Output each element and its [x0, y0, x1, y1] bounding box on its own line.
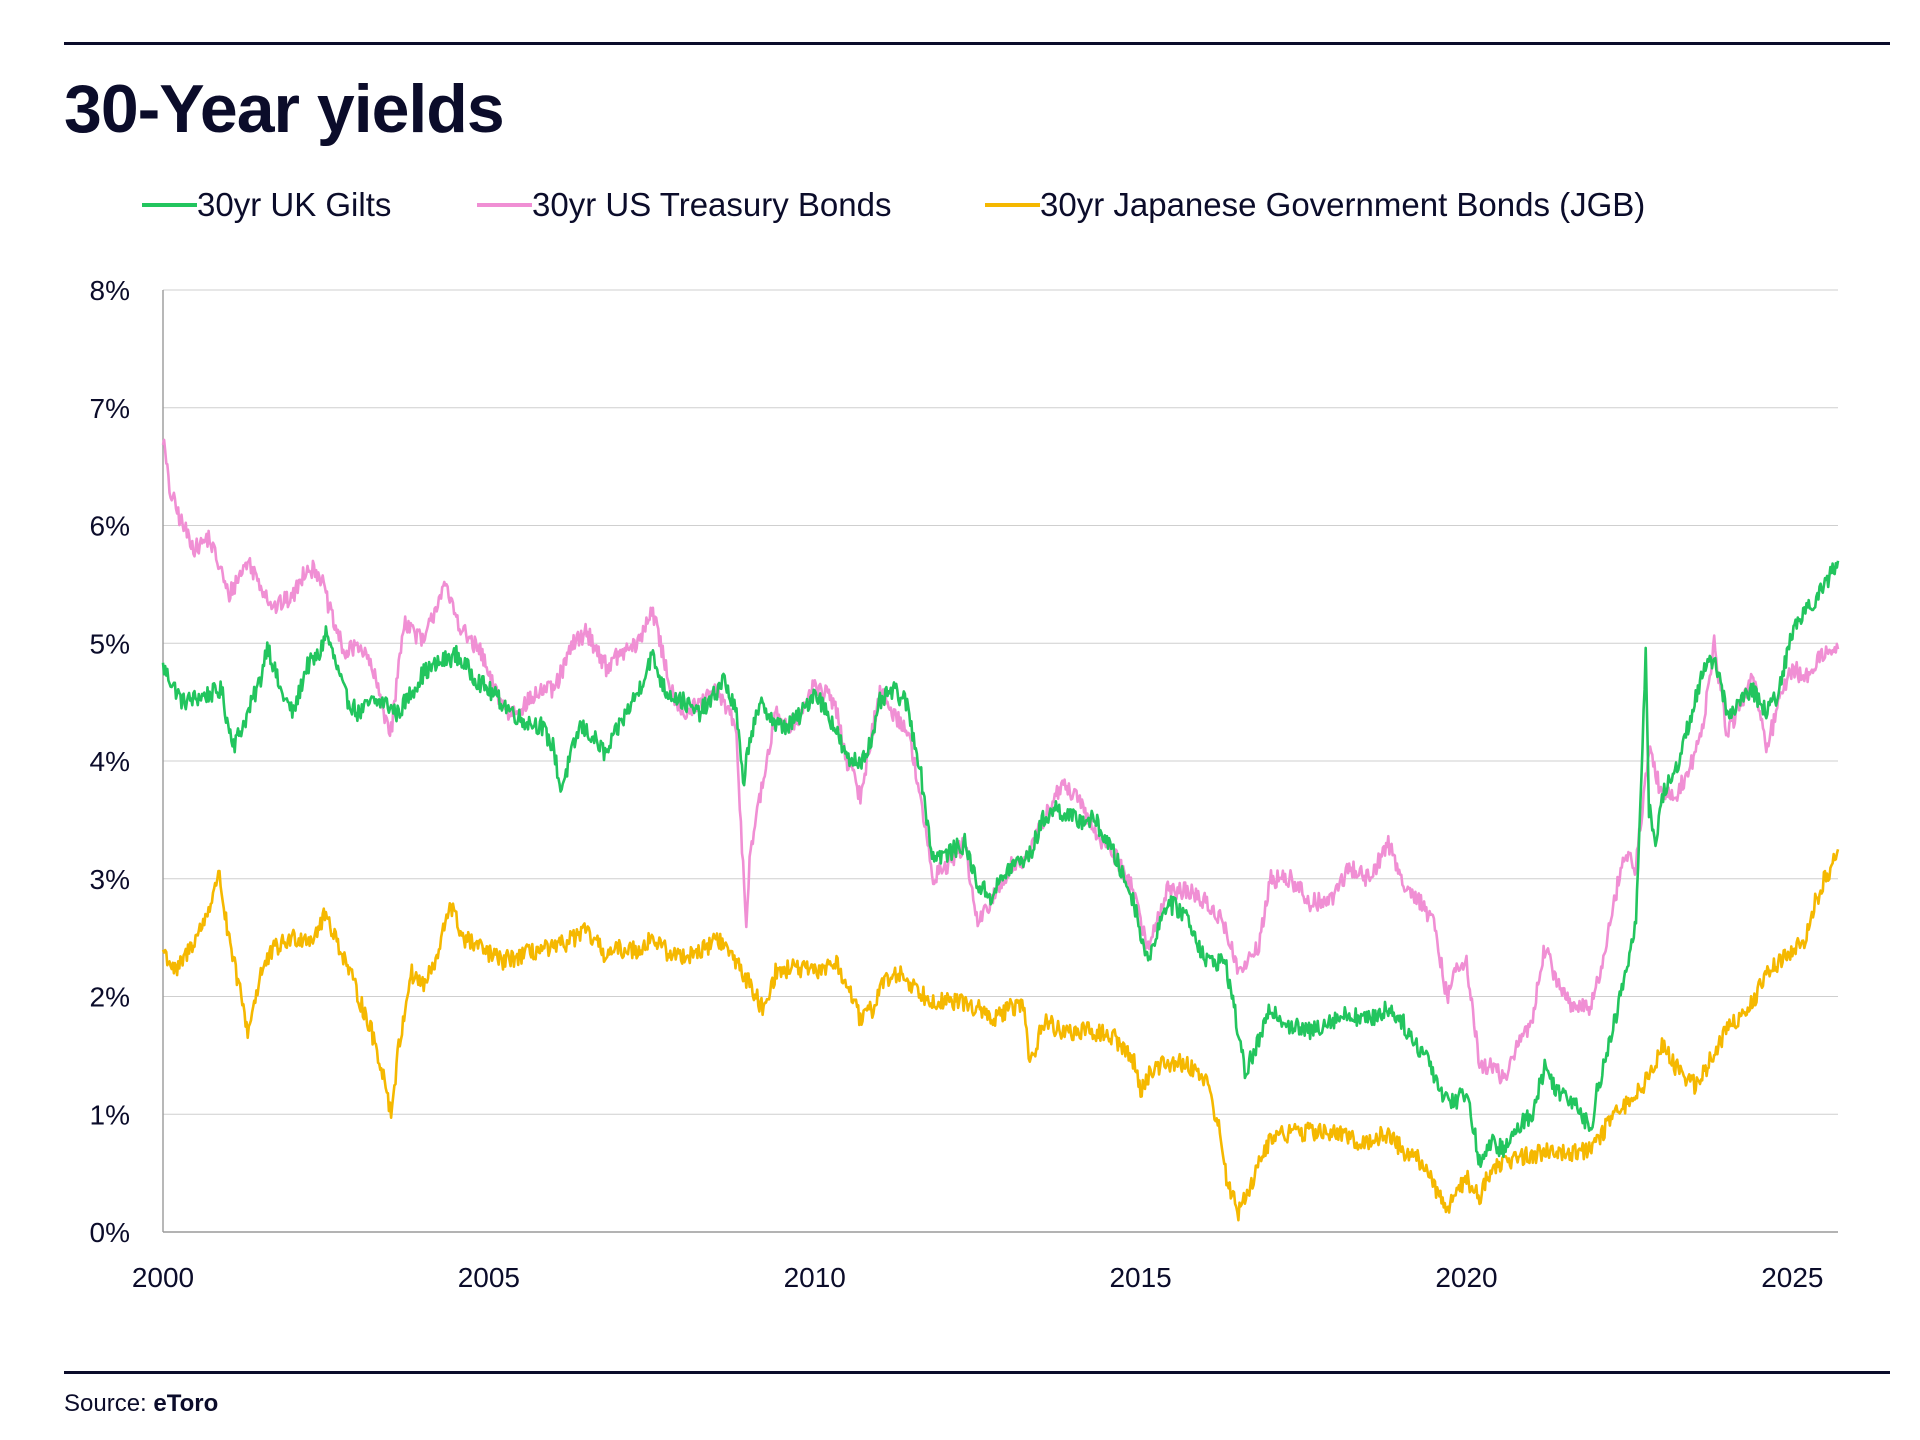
x-tick-label: 2010 [784, 1262, 846, 1293]
line-chart: 0%1%2%3%4%5%6%7%8% 2000 2005 2010 2015 2020 2… [90, 275, 1840, 1293]
x-tick-label: 2000 [132, 1262, 194, 1293]
source-name: eToro [153, 1390, 219, 1417]
y-tick-label: 0% [90, 1217, 130, 1248]
legend-swatch-uk-gilts [142, 203, 197, 207]
bottom-rule [64, 1371, 1890, 1374]
legend-label-us-treasury: 30yr US Treasury Bonds [532, 186, 892, 223]
chart-legend: 30yr UK Gilts 30yr US Treasury Bonds 30y… [0, 180, 1920, 230]
legend-item-us-treasury: 30yr US Treasury Bonds [477, 180, 892, 230]
x-tick-label: 2005 [458, 1262, 520, 1293]
chart-series-lines [161, 438, 1840, 1222]
y-tick-label: 1% [90, 1099, 130, 1130]
top-rule [64, 42, 1890, 45]
y-tick-label: 4% [90, 746, 130, 777]
legend-swatch-jgb [985, 203, 1040, 207]
y-axis-labels: 0% 1% 2% 3% 4% 5% 6% 7% 8% [90, 275, 130, 1248]
x-tick-label: 2015 [1109, 1262, 1171, 1293]
x-tick-label: 2020 [1435, 1262, 1497, 1293]
legend-swatch-us-treasury [477, 203, 532, 207]
x-tick-label: 2025 [1761, 1262, 1823, 1293]
legend-item-jgb: 30yr Japanese Government Bonds (JGB) [985, 180, 1645, 230]
legend-label-jgb: 30yr Japanese Government Bonds (JGB) [1040, 186, 1646, 223]
series-line-0 [161, 560, 1840, 1168]
series-line-2 [161, 848, 1840, 1222]
source-label: Source: [64, 1390, 147, 1417]
y-tick-label: 6% [90, 511, 130, 542]
x-axis-labels: 2000 2005 2010 2015 2020 2025 [132, 1262, 1824, 1293]
chart-grid [162, 289, 1838, 1233]
y-tick-label: 2% [90, 982, 130, 1013]
y-tick-label: 8% [90, 275, 130, 306]
legend-item-uk-gilts: 30yr UK Gilts [142, 180, 391, 230]
y-tick-label: 5% [90, 628, 130, 659]
y-tick-label: 3% [90, 864, 130, 895]
legend-label-uk-gilts: 30yr UK Gilts [197, 186, 392, 223]
y-tick-label: 7% [90, 393, 130, 424]
chart-title: 30-Year yields [64, 71, 505, 147]
source-credit: Source: eToro [64, 1390, 218, 1418]
